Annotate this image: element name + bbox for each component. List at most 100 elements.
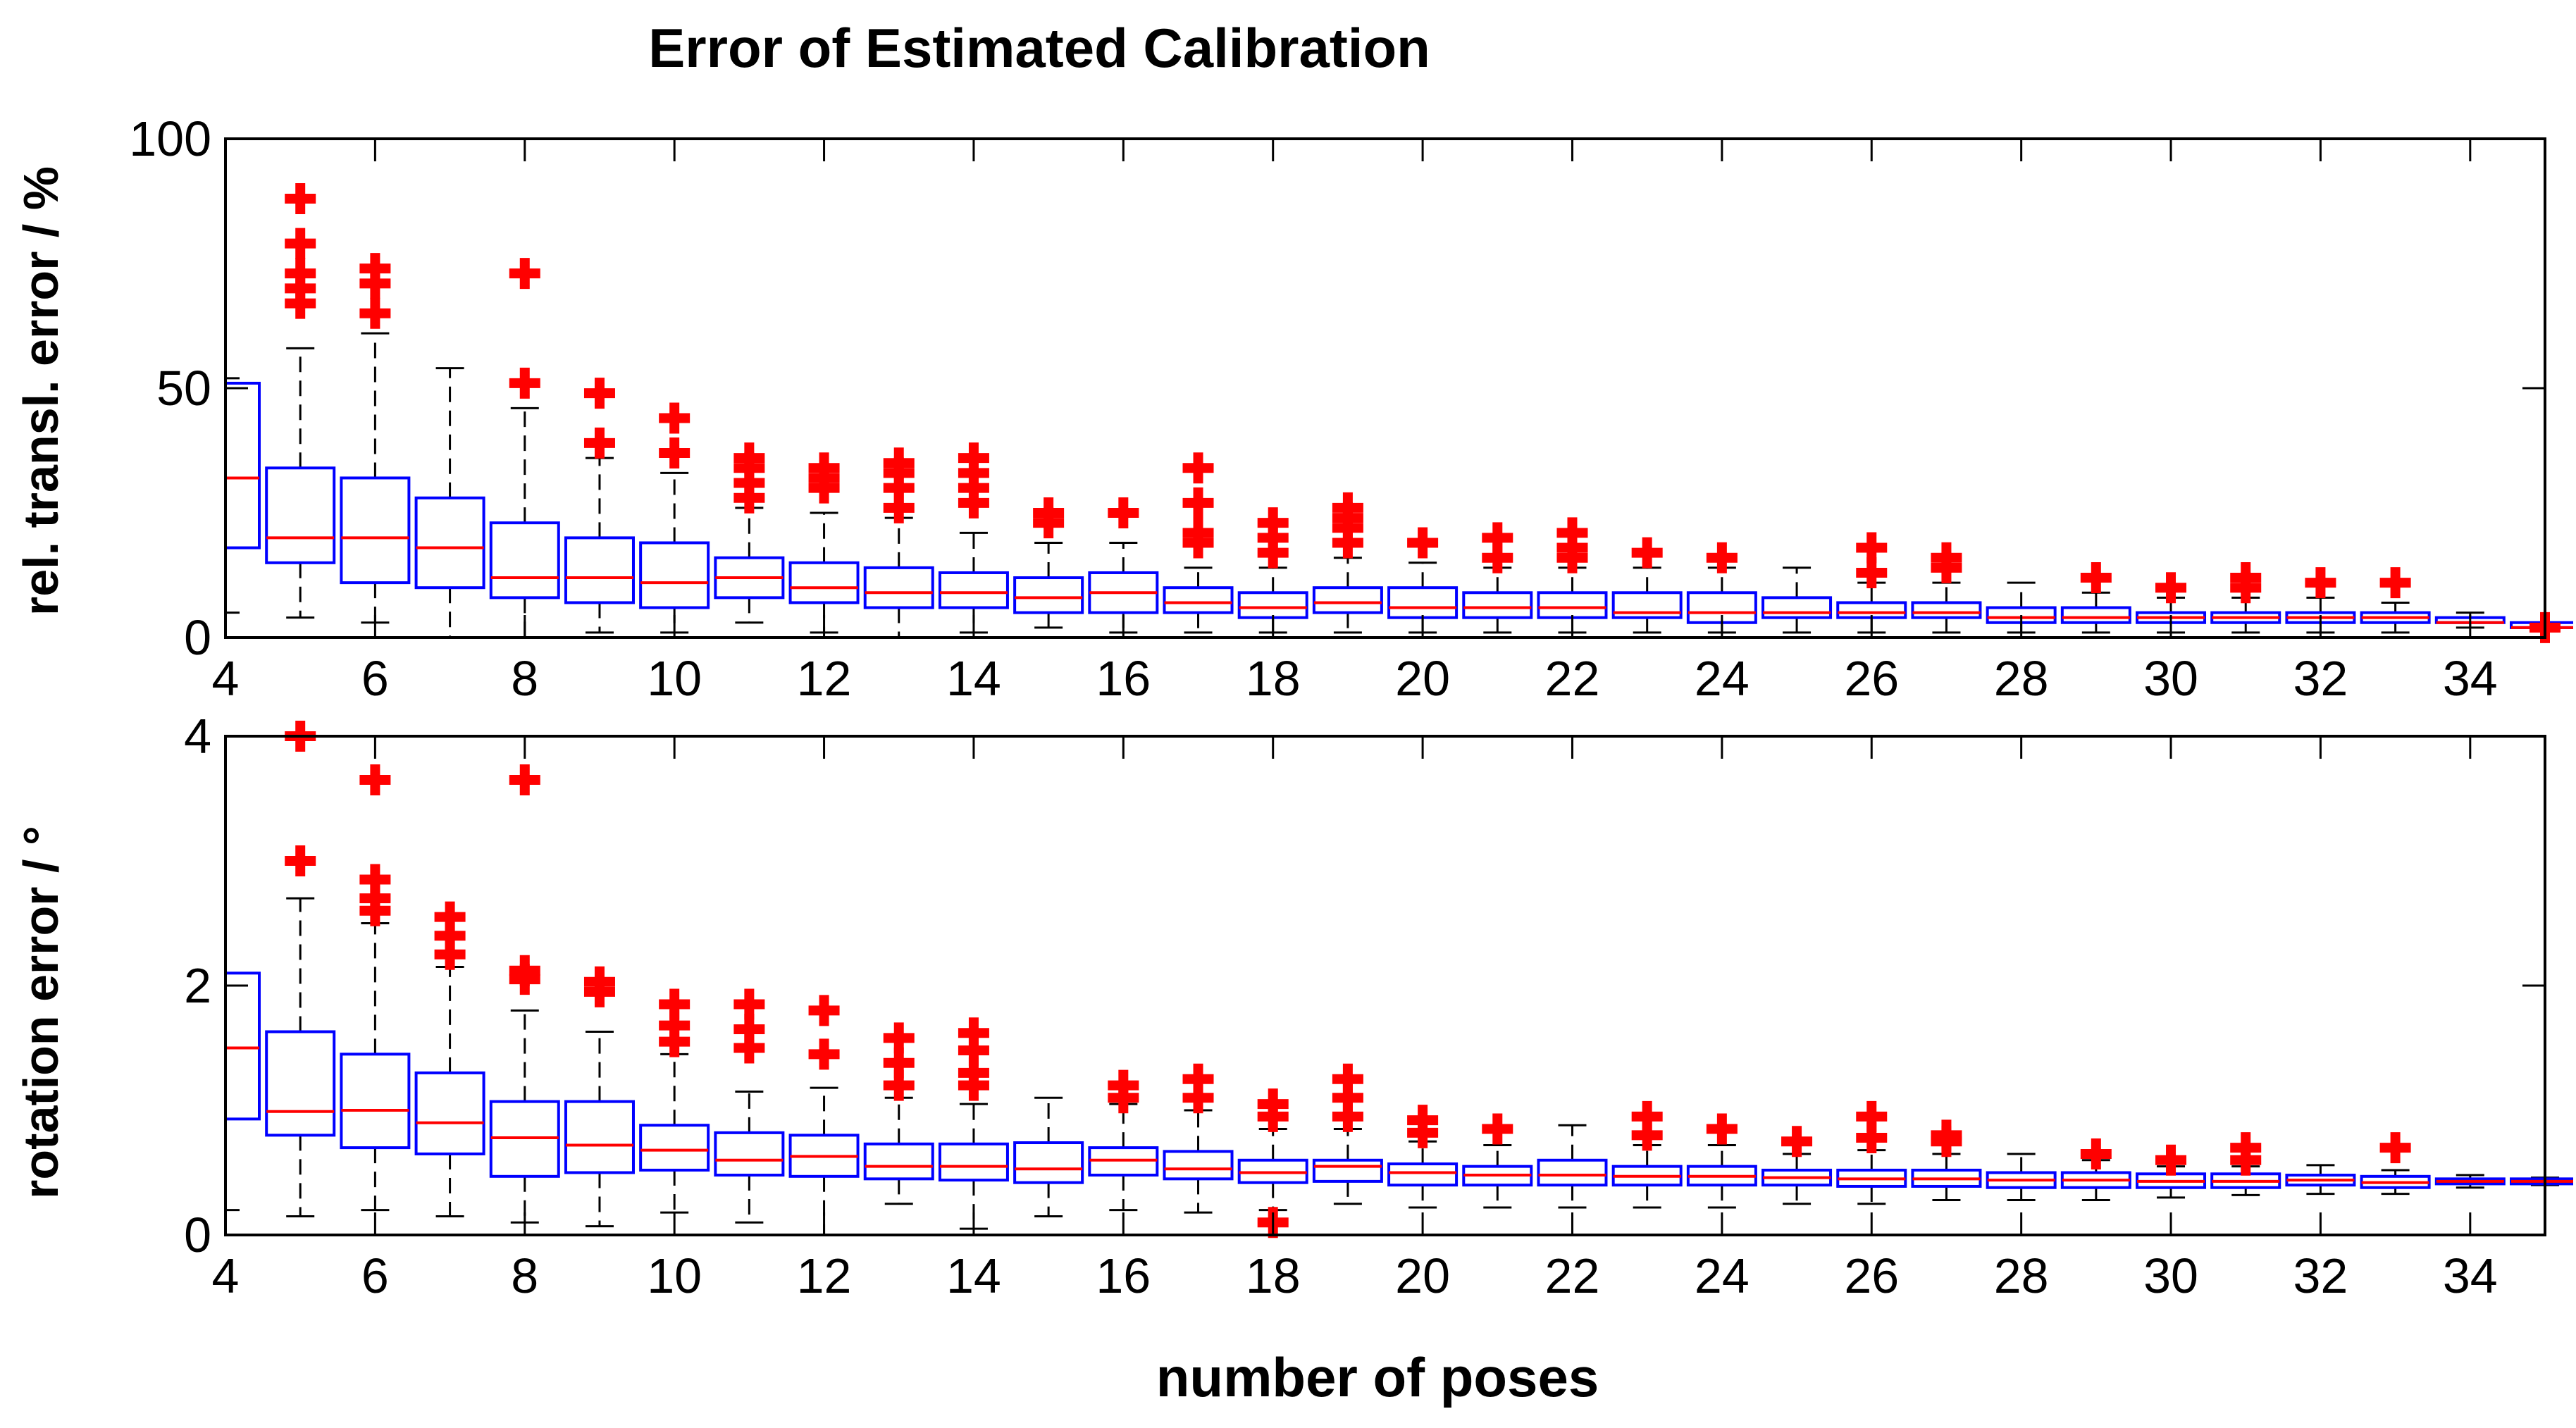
box-iqr [414,1071,485,1155]
rotation-box-9 [564,966,635,1228]
outlier-marker [1631,537,1663,569]
outlier-marker [1556,517,1588,549]
rotation-box-12 [788,995,860,1236]
box-iqr [2060,606,2131,624]
translation-box-17 [1163,452,1234,634]
x-tick-label: 14 [946,1248,1001,1303]
x-tick-label: 24 [1695,1248,1750,1303]
x-tick-label: 22 [1545,651,1600,706]
box-iqr [489,521,560,600]
box-iqr [1537,1158,1608,1187]
outlier-marker [883,1022,915,1054]
translation-box-4 [225,377,261,614]
rotation-axes-frame [224,735,2546,1236]
translation-box-16 [1088,497,1159,634]
rotation-box-22 [1537,1124,1608,1209]
x-tick-label: 18 [1246,651,1301,706]
x-tick-label: 30 [2143,651,2198,706]
outlier-marker [2080,1138,2112,1169]
x-tick-label: 4 [212,651,240,706]
x-tick-label: 34 [2443,651,2498,706]
translation-box-31 [2210,562,2281,634]
rotation-box-14 [938,1017,1009,1230]
box-iqr [564,1100,635,1174]
x-tick-label: 20 [1395,1248,1450,1303]
x-tick-label: 26 [1844,651,1899,706]
outlier-marker [1182,452,1214,484]
translation-box-10 [639,402,710,634]
rotation-box-10 [639,988,710,1214]
box-iqr [639,541,710,609]
y-tick-label: 0 [184,610,211,665]
outlier-marker [733,442,765,474]
translation-box-15 [1013,497,1084,629]
outlier-marker [2230,562,2262,594]
box-iqr [1013,1141,1084,1184]
rotation-box-7 [414,901,485,1217]
outlier-marker [1482,522,1513,554]
outlier-marker [359,297,391,329]
outlier-marker [583,378,615,409]
box-iqr [1462,591,1533,619]
translation-box-7 [414,367,485,639]
outlier-marker [1108,1069,1139,1101]
translation-box-13 [863,447,934,639]
rotation-box-23 [1611,1100,1683,1209]
outlier-marker [1706,1113,1738,1145]
outlier-marker [2080,562,2112,594]
translation-box-19 [1312,492,1383,634]
box-iqr [1163,1150,1234,1181]
translation-y-axis-label: rel. transl. error / % [13,166,68,616]
box-iqr [1761,596,1833,619]
outlier-marker [1856,532,1888,564]
x-tick-label: 24 [1695,651,1750,706]
translation-error-panel: 0 50 100 4 6 8 10 12 14 16 18 20 22 24 26 28 30 32 34 [129,111,2573,706]
box-iqr [1911,601,1982,619]
outlier-marker [808,1038,840,1070]
outlier-marker [509,764,540,795]
outlier-marker [2155,1144,2187,1176]
box-iqr [1312,1158,1383,1183]
outlier-marker [659,402,691,434]
outlier-marker [1182,487,1214,519]
rotation-box-13 [863,1022,934,1205]
rotation-box-34 [2434,1174,2506,1189]
rotation-box-25 [1761,1126,1833,1205]
outlier-marker [883,447,915,479]
rotation-box-8 [489,764,560,1224]
outlier-marker [1182,517,1214,549]
translation-axes-frame [224,137,2546,639]
outlier-marker [2379,567,2411,599]
translation-box-6 [340,253,411,624]
translation-box-23 [1611,537,1683,634]
rotation-box-30 [2136,1144,2207,1199]
outlier-marker [2379,1132,2411,1164]
rotation-box-32 [2285,1164,2356,1196]
x-tick-label: 18 [1246,1248,1301,1303]
outlier-marker [2155,572,2187,604]
translation-box-14 [938,442,1009,634]
translation-box-9 [564,378,635,634]
rotation-box-26 [1836,1100,1907,1205]
rotation-box-24 [1686,1113,1757,1209]
translation-box-18 [1237,507,1308,634]
outlier-marker [1706,542,1738,573]
x-tick-label: 14 [946,651,1001,706]
outlier-marker [659,988,691,1020]
translation-box-29 [2060,562,2131,634]
translation-plot-area [225,182,2573,643]
rotation-box-21 [1462,1113,1533,1209]
box-iqr [414,496,485,590]
translation-box-26 [1836,532,1907,634]
outlier-marker [1182,1063,1214,1095]
rotation-box-27 [1911,1119,1982,1201]
box-iqr [225,971,261,1121]
rotation-box-17 [1163,1063,1234,1214]
outlier-marker [1781,1126,1813,1157]
box-iqr [639,1124,710,1172]
outlier-marker [1108,497,1139,528]
y-tick-label: 50 [156,361,211,416]
box-iqr [1387,1162,1459,1187]
